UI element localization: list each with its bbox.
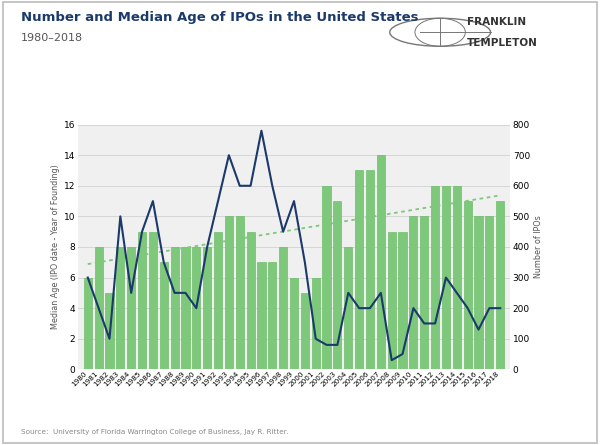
Bar [181, 247, 190, 369]
Bar [257, 262, 266, 369]
Bar [355, 170, 363, 369]
Bar [247, 232, 254, 369]
Text: Source:  University of Florida Warrington College of Business, Jay R. Ritter.: Source: University of Florida Warrington… [21, 429, 289, 435]
Bar [464, 201, 472, 369]
Bar [398, 232, 407, 369]
Bar [149, 232, 157, 369]
Bar [138, 232, 146, 369]
Bar [485, 216, 493, 369]
Bar [192, 247, 200, 369]
Bar [290, 278, 298, 369]
Bar [442, 186, 450, 369]
Bar [475, 216, 482, 369]
Bar [106, 293, 113, 369]
Bar [322, 186, 331, 369]
Text: 1980–2018: 1980–2018 [21, 33, 83, 43]
Text: FRANKLIN: FRANKLIN [467, 17, 526, 27]
Bar [116, 247, 124, 369]
Bar [420, 216, 428, 369]
Bar [388, 232, 396, 369]
Bar [453, 186, 461, 369]
Bar [409, 216, 418, 369]
Bar [377, 155, 385, 369]
Bar [268, 262, 277, 369]
Bar [301, 293, 309, 369]
Bar [83, 278, 92, 369]
Bar [279, 247, 287, 369]
Bar [170, 247, 179, 369]
Bar [344, 247, 352, 369]
Bar [203, 247, 211, 369]
Bar [127, 247, 135, 369]
Bar [431, 186, 439, 369]
Y-axis label: Number of IPOs: Number of IPOs [534, 215, 543, 279]
Text: Number and Median Age of IPOs in the United States: Number and Median Age of IPOs in the Uni… [21, 11, 419, 24]
Bar [225, 216, 233, 369]
Bar [236, 216, 244, 369]
Bar [214, 232, 222, 369]
Bar [334, 201, 341, 369]
Bar [95, 247, 103, 369]
Y-axis label: Median Age (IPO date - Year of Founding): Median Age (IPO date - Year of Founding) [50, 165, 59, 329]
Bar [496, 201, 505, 369]
Bar [311, 278, 320, 369]
Bar [160, 262, 168, 369]
Bar [366, 170, 374, 369]
Text: TEMPLETON: TEMPLETON [467, 37, 538, 48]
